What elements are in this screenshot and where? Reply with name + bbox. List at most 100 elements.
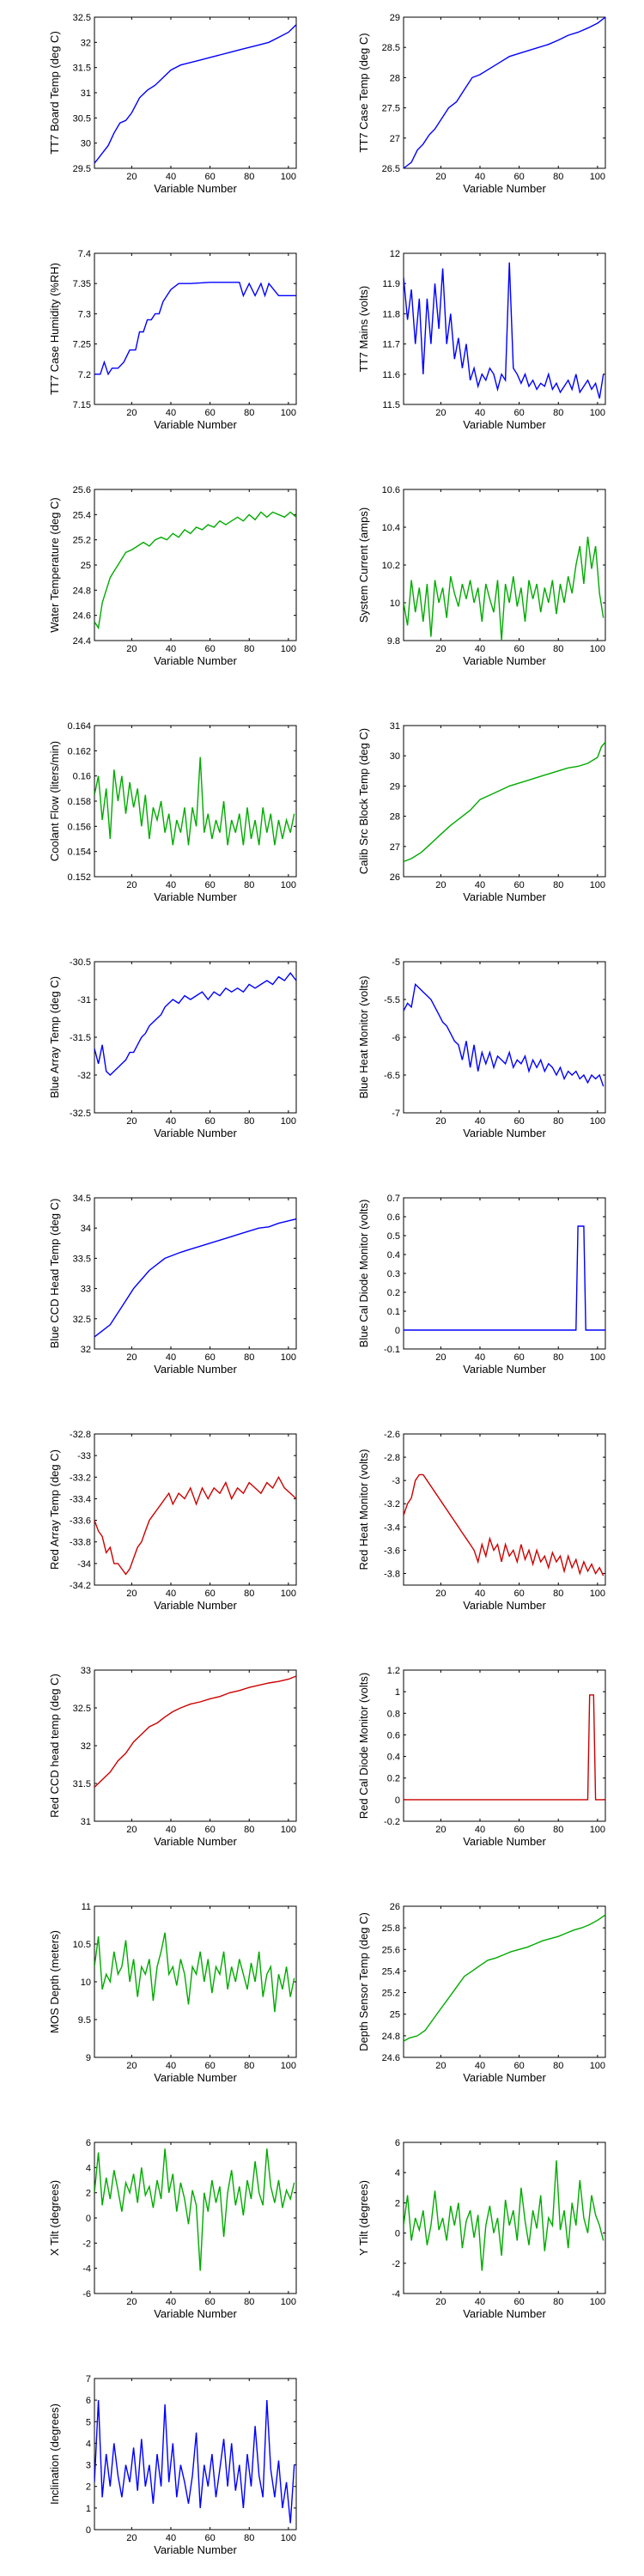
- chart-2: 20 40 60 80 100 26.5 27 27.5 28 28.5 29 Variable Nu…: [357, 13, 606, 195]
- y-tick-label: 32.5: [73, 1315, 91, 1325]
- series-line: [94, 2148, 295, 2271]
- series-line: [94, 756, 295, 846]
- series-line: [94, 511, 296, 630]
- y-tick-label: 0.7: [387, 1194, 400, 1204]
- y-tick-label: 33: [81, 1285, 91, 1295]
- y-tick-label: 25.6: [382, 1945, 400, 1955]
- y-tick-label: -31: [77, 995, 91, 1005]
- y-tick-label: 7.35: [73, 279, 91, 289]
- y-tick-label: 0.164: [67, 721, 91, 732]
- x-tick-label: 20: [126, 1589, 137, 1599]
- y-axis-label: Coolant Flow (liters/min): [48, 741, 61, 861]
- y-tick-label: -33.8: [70, 1538, 91, 1548]
- plot-frame: [403, 725, 606, 878]
- x-axis-label: Variable Number: [154, 654, 237, 667]
- y-axis-label: TT7 Board Temp (deg C): [48, 31, 61, 155]
- x-axis-label: Variable Number: [154, 1835, 237, 1848]
- series-line: [94, 1932, 295, 2013]
- y-tick-label: 25: [390, 2010, 400, 2020]
- plot-frame: [94, 2142, 297, 2294]
- x-axis-label: Variable Number: [154, 890, 237, 903]
- series-line: [94, 972, 296, 1076]
- x-tick-label: 80: [553, 1116, 563, 1127]
- y-tick-label: -3.6: [384, 1546, 400, 1556]
- x-tick-label: 40: [475, 644, 485, 654]
- y-tick-label: 28: [390, 812, 400, 823]
- plot-frame: [94, 1197, 297, 1350]
- y-tick-label: 9.5: [78, 2015, 91, 2026]
- y-tick-label: -2: [82, 2239, 91, 2249]
- y-axis-label: Inclination (degrees): [48, 2403, 61, 2505]
- x-tick-label: 40: [166, 172, 176, 182]
- x-tick-label: 20: [126, 408, 137, 418]
- plot-frame: [403, 1433, 606, 1586]
- x-tick-label: 60: [513, 408, 524, 418]
- series-line: [94, 24, 296, 164]
- y-tick-label: -3.8: [384, 1569, 400, 1579]
- x-tick-label: 80: [244, 1116, 254, 1127]
- y-tick-label: 33: [81, 1666, 91, 1676]
- y-tick-label: 0: [86, 2214, 91, 2224]
- series-line: [404, 1914, 605, 2042]
- y-tick-label: -34: [77, 1559, 91, 1570]
- chart-18: 20 40 60 80 100 24.6 24.8 25 25.2 25.4 25.6 25.8 26 V…: [357, 1902, 606, 2084]
- y-tick-label: 6: [86, 2396, 91, 2406]
- y-tick-label: 28.5: [382, 43, 400, 53]
- y-tick-label: 0: [395, 2229, 400, 2239]
- chart-15: 20 40 60 80 100 31 31.5 32 32.5 33 Variable Number…: [48, 1666, 297, 1848]
- x-tick-label: 20: [126, 1825, 137, 1835]
- x-tick-label: 80: [244, 1825, 254, 1835]
- y-tick-label: 31: [390, 721, 400, 732]
- x-tick-label: 60: [204, 644, 215, 654]
- x-tick-label: 60: [204, 1116, 215, 1127]
- x-tick-label: 60: [513, 880, 524, 890]
- x-tick-label: 80: [244, 1589, 254, 1599]
- series-line: [404, 2160, 605, 2271]
- y-tick-label: -33: [77, 1451, 91, 1461]
- y-tick-label: 0.158: [67, 797, 91, 807]
- y-tick-label: 4: [86, 2163, 91, 2173]
- y-tick-label: -2: [392, 2259, 400, 2269]
- y-tick-label: -33.6: [70, 1516, 91, 1527]
- y-tick-label: 0: [395, 1326, 400, 1336]
- chart-11: 20 40 60 80 100 32 32.5 33 33.5 34 34.5 Variable Nu…: [48, 1194, 297, 1376]
- x-tick-label: 20: [435, 172, 446, 182]
- x-tick-label: 60: [513, 644, 524, 654]
- x-tick-label: 60: [204, 2533, 215, 2543]
- y-tick-label: -3: [392, 1476, 400, 1486]
- series-line: [404, 262, 605, 399]
- x-axis-label: Variable Number: [463, 2307, 546, 2320]
- x-tick-label: 100: [590, 2061, 605, 2071]
- y-axis-label: Blue CCD Head Temp (deg C): [48, 1199, 61, 1349]
- y-tick-label: 34: [81, 1224, 91, 1234]
- y-tick-label: -2.6: [384, 1430, 400, 1440]
- plot-frame: [403, 961, 606, 1114]
- x-tick-label: 20: [126, 2297, 137, 2307]
- y-axis-label: Red Array Temp (deg C): [48, 1449, 61, 1570]
- chart-8: 20 40 60 80 100 26 27 28 29 30 31 Variable Number Ca…: [357, 721, 606, 903]
- x-tick-label: 20: [126, 172, 137, 182]
- x-tick-label: 80: [244, 2533, 254, 2543]
- x-tick-label: 100: [281, 1825, 296, 1835]
- y-tick-label: 24.6: [382, 2053, 400, 2063]
- series-line: [94, 282, 296, 376]
- y-tick-label: 10: [81, 1978, 91, 1988]
- y-tick-label: 1: [395, 1687, 400, 1698]
- y-tick-label: 0.152: [67, 872, 91, 883]
- x-tick-label: 80: [244, 172, 254, 182]
- x-tick-label: 100: [590, 2297, 605, 2307]
- x-axis-label: Variable Number: [463, 1127, 546, 1139]
- y-tick-label: 25.2: [382, 1989, 400, 1999]
- y-tick-label: -32.5: [70, 1109, 91, 1119]
- y-tick-label: -6: [392, 1033, 400, 1043]
- x-tick-label: 60: [513, 1116, 524, 1127]
- x-tick-label: 40: [166, 1825, 176, 1835]
- y-tick-label: -3.4: [384, 1522, 400, 1533]
- x-tick-label: 80: [244, 1352, 254, 1363]
- y-tick-label: 4: [395, 2168, 400, 2178]
- y-tick-label: 2: [86, 2189, 91, 2199]
- y-tick-label: -6: [82, 2289, 91, 2300]
- x-tick-label: 20: [435, 1116, 446, 1127]
- y-tick-label: 31: [81, 88, 91, 99]
- y-tick-label: 26: [390, 1902, 400, 1912]
